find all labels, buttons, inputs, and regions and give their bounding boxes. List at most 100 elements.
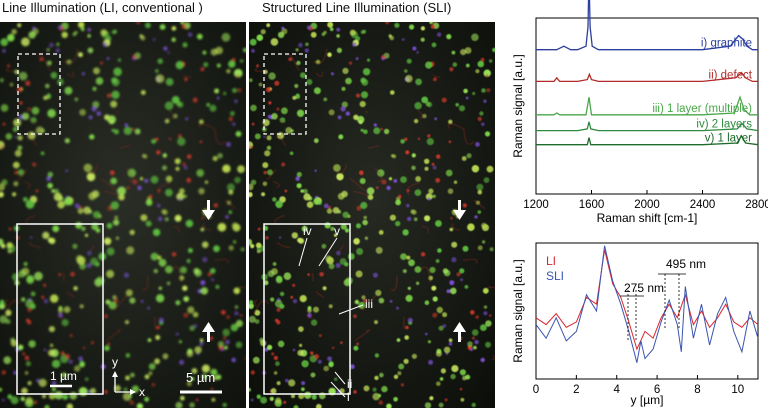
fluorescence-spot [291,394,295,399]
fluorescence-spot [66,403,74,408]
fluorescence-spot [157,58,163,64]
fluorescence-spot [35,126,44,135]
fluorescence-spot [182,42,188,48]
fluorescence-spot [407,216,412,222]
fluorescence-spot [175,401,183,408]
fluorescence-spot [2,122,6,126]
fluorescence-spot [250,398,254,402]
fluorescence-spot [164,101,174,110]
fluorescence-spot [17,145,23,151]
fluorescence-spot [381,179,387,185]
fluorescence-spot [476,183,484,191]
fluorescence-spot [79,361,85,368]
spectrum-label-1: i) graphite [701,38,752,50]
fluorescence-spot [424,215,431,222]
fluorescence-spot [415,78,422,86]
fluorescence-spot [306,25,311,30]
fluorescence-spot [43,348,47,352]
fluorescence-spot [271,352,275,356]
fluorescence-spot [293,405,299,408]
fluorescence-spot [353,238,360,245]
fluorescence-spot [61,372,67,378]
annot-275nm: 275 nm [624,281,664,295]
fluorescence-spot [340,223,347,230]
fluorescence-spot [202,257,208,263]
fluorescence-spot [34,400,38,404]
fluorescence-spot [20,297,26,302]
fluorescence-spot [47,60,52,66]
fluorescence-spot [51,189,56,193]
fluorescence-spot [72,32,77,37]
fluorescence-spot [63,197,72,206]
fluorescence-spot [11,273,20,281]
fluorescence-spot [226,69,231,74]
fluorescence-spot [69,391,78,400]
fluorescence-spot [323,97,328,102]
fluorescence-spot [228,60,236,68]
fluorescence-spot [54,188,59,194]
fluorescence-spot [43,283,47,287]
fluorescence-spot [48,326,56,333]
fluorescence-spot [232,223,241,232]
fluorescence-spot [21,387,28,395]
fluorescence-spot [72,243,78,249]
fluorescence-spot [145,199,153,206]
fluorescence-spot [132,179,138,185]
sli-micrograph: iv v iii ii i [249,22,495,408]
fluorescence-spot [281,107,288,115]
fluorescence-spot [425,61,433,69]
fluorescence-spot [483,311,488,316]
fluorescence-spot [91,223,99,231]
fluorescence-spot [372,272,378,278]
spectra-x-label: Raman shift [cm-1] [597,211,698,225]
fluorescence-spot [110,170,115,176]
fluorescence-spot [292,299,298,304]
fluorescence-spot [460,397,465,402]
fluorescence-spot [221,310,226,315]
fluorescence-spot [398,363,405,370]
fluorescence-spot [114,215,119,220]
fluorescence-spot [362,219,368,226]
fluorescence-spot [14,170,18,175]
fluorescence-spot [345,277,353,285]
fluorescence-spot [25,80,31,86]
fluorescence-spot [313,138,319,144]
fluorescence-spot [313,306,319,313]
fluorescence-spot [249,78,253,83]
fiber-strand [278,118,286,123]
fluorescence-spot [264,347,269,352]
fluorescence-spot [50,294,59,303]
fluorescence-spot [383,128,390,135]
fluorescence-spot [211,397,216,402]
fluorescence-spot [212,155,218,162]
fluorescence-spot [36,378,40,383]
fluorescence-spot [79,109,86,116]
fluorescence-spot [11,28,17,35]
fluorescence-spot [164,217,169,222]
fiber-strand [312,272,314,282]
fluorescence-spot [130,372,135,378]
fluorescence-spot [159,24,166,30]
fluorescence-spot [19,101,23,105]
fluorescence-spot [360,201,368,210]
fluorescence-spot [250,370,255,375]
fluorescence-spot [54,391,63,400]
fluorescence-spot [0,38,9,47]
fluorescence-spot [129,400,135,405]
fluorescence-spot [8,227,12,231]
fluorescence-spot [123,387,128,392]
fluorescence-spot [70,272,75,277]
fluorescence-spot [470,348,473,352]
fluorescence-spot [442,312,448,318]
fluorescence-spot [180,395,185,401]
fluorescence-spot [486,88,491,93]
fluorescence-spot [398,195,402,199]
fluorescence-spot [333,233,338,237]
fluorescence-spot [189,402,195,408]
fluorescence-spot [93,211,101,219]
fluorescence-spot [402,269,407,274]
fluorescence-spot [195,398,199,402]
fluorescence-spot [74,203,80,209]
fluorescence-spot [467,341,473,347]
fluorescence-spot [471,336,475,340]
